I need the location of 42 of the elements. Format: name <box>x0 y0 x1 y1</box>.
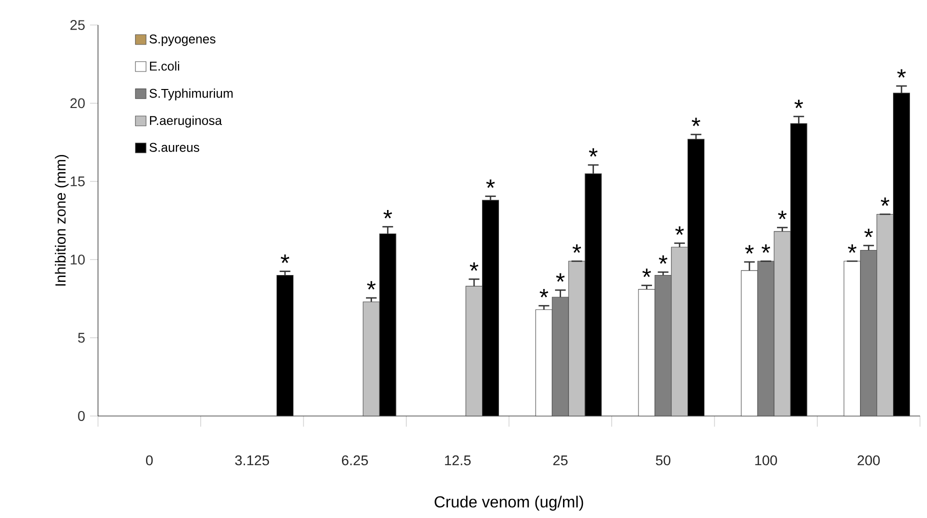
annotation: * <box>383 210 392 218</box>
annotation: * <box>470 262 478 271</box>
x-tick-label: 25 <box>553 455 568 466</box>
y-tick-label: 10 <box>70 254 85 265</box>
annotation: * <box>897 69 906 78</box>
annotation: * <box>367 281 376 290</box>
annotation: * <box>572 244 582 253</box>
x-tick-label: 100 <box>755 455 777 466</box>
annotation: * <box>486 179 495 188</box>
annotation: * <box>745 245 754 254</box>
y-tick-label: 15 <box>70 176 85 186</box>
x-axis-title: Crude venom (ug/ml) <box>434 496 584 511</box>
annotation: * <box>642 268 651 278</box>
annotation: * <box>540 288 548 298</box>
legend-label: S.pyogenes <box>150 34 216 46</box>
x-tick-label: 200 <box>858 455 880 466</box>
x-tick-label: 50 <box>656 455 670 466</box>
legend-label: S.aureus <box>150 142 200 152</box>
legend-label: P.aeruginosa <box>150 116 222 128</box>
legend-label: E.coli <box>150 61 180 71</box>
y-tick-label: 5 <box>78 332 85 343</box>
annotation: * <box>880 197 890 206</box>
annotation: * <box>692 118 700 126</box>
annotation: * <box>778 210 787 220</box>
x-tick-label: 0 <box>146 455 153 466</box>
annotation: * <box>280 254 290 263</box>
annotation: * <box>658 255 668 264</box>
annotation: * <box>762 244 770 253</box>
annotation: * <box>794 100 804 108</box>
y-tick-label: 20 <box>70 98 85 108</box>
annotation: * <box>848 244 856 253</box>
annotation: * <box>675 226 684 235</box>
annotation: * <box>864 228 873 238</box>
y-tick-label: 0 <box>78 411 85 421</box>
x-tick-label: 3.125 <box>235 455 270 466</box>
annotation: * <box>556 273 565 282</box>
legend-label: S.Typhimurium <box>150 88 233 100</box>
annotation: * <box>588 148 598 157</box>
y-tick-label: 25 <box>70 20 85 30</box>
x-tick-label: 6.25 <box>342 455 368 466</box>
x-tick-label: 12.5 <box>445 455 471 466</box>
y-axis-title: Inhibition zone (mm) <box>54 155 69 286</box>
